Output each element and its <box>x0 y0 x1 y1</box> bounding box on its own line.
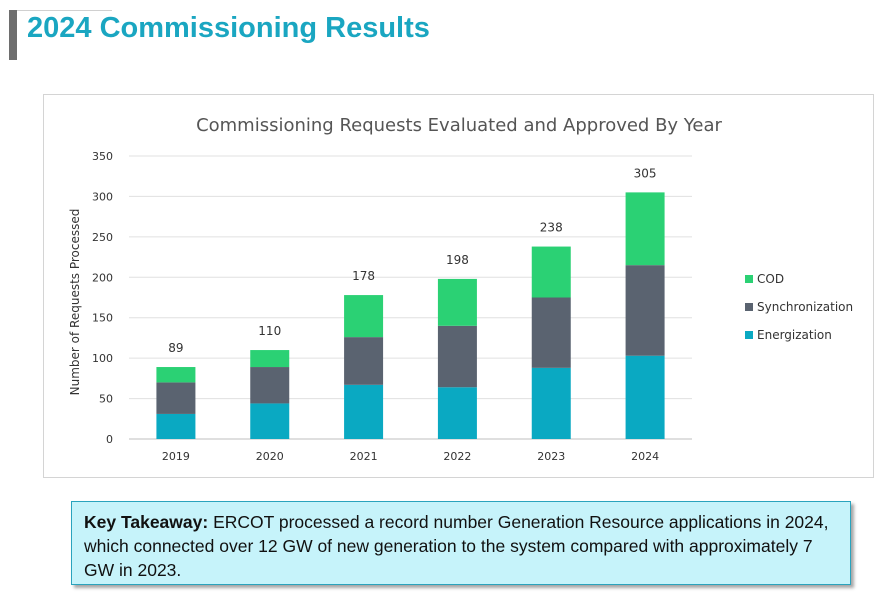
x-tick-label-2019: 2019 <box>162 450 190 463</box>
title-rule <box>17 10 112 11</box>
legend-label-synchronization: Synchronization <box>757 300 853 314</box>
bar-2021-cod <box>344 295 384 338</box>
y-tick-label-250: 250 <box>92 231 113 244</box>
x-tick-label-2023: 2023 <box>537 450 565 463</box>
total-label-2021: 178 <box>352 269 375 283</box>
key-takeaway-box: Key Takeaway: ERCOT processed a record n… <box>71 501 851 585</box>
y-tick-label-200: 200 <box>92 271 113 284</box>
gridlines <box>129 155 692 440</box>
x-tick-labels: 2019 2020 2021 2022 2023 2024 <box>162 450 659 463</box>
y-tick-label-350: 350 <box>92 150 113 163</box>
bar-2021-energization <box>344 384 384 439</box>
bar-2022-energization <box>437 387 477 439</box>
stacked-bar-chart: Commissioning Requests Evaluated and App… <box>68 115 853 463</box>
legend-swatch-cod <box>745 275 753 283</box>
bar-2019-synchronization <box>156 382 196 414</box>
chart-title: Commissioning Requests Evaluated and App… <box>196 115 722 136</box>
legend-swatch-energization <box>745 331 753 339</box>
total-label-2022: 198 <box>446 253 469 267</box>
x-tick-label-2022: 2022 <box>443 450 471 463</box>
bar-2019-cod <box>156 367 196 383</box>
bar-2021-synchronization <box>344 337 384 385</box>
legend: COD Synchronization Energization <box>745 272 853 342</box>
total-labels: 89 110 178 198 238 305 <box>168 166 656 355</box>
total-label-2020: 110 <box>258 324 281 338</box>
x-tick-label-2021: 2021 <box>350 450 378 463</box>
legend-swatch-synchronization <box>745 303 753 311</box>
total-label-2024: 305 <box>634 166 657 180</box>
x-tick-label-2020: 2020 <box>256 450 284 463</box>
y-tick-label-0: 0 <box>106 433 113 446</box>
bar-2023-cod <box>531 246 571 298</box>
bar-2024-energization <box>625 355 665 439</box>
y-tick-label-50: 50 <box>99 393 113 406</box>
page-title: 2024 Commissioning Results <box>27 12 430 44</box>
y-axis-label: Number of Requests Processed <box>68 209 82 396</box>
bars <box>156 192 665 439</box>
title-accent-bar <box>9 10 17 60</box>
y-tick-labels: 0 50 100 150 200 250 300 350 <box>92 150 113 446</box>
y-tick-label-100: 100 <box>92 352 113 365</box>
key-takeaway-lead: Key Takeaway: <box>84 512 209 532</box>
key-takeaway-text: ERCOT processed a record number Generati… <box>84 512 829 580</box>
legend-label-energization: Energization <box>757 328 832 342</box>
bar-2020-energization <box>250 403 290 439</box>
bar-2024-synchronization <box>625 265 665 356</box>
chart-frame: Commissioning Requests Evaluated and App… <box>43 94 874 478</box>
y-tick-label-300: 300 <box>92 190 113 203</box>
bar-2023-synchronization <box>531 297 571 368</box>
total-label-2023: 238 <box>540 221 563 235</box>
bar-2020-synchronization <box>250 367 290 404</box>
legend-label-cod: COD <box>757 272 784 286</box>
x-tick-label-2024: 2024 <box>631 450 659 463</box>
total-label-2019: 89 <box>168 341 183 355</box>
y-tick-label-150: 150 <box>92 312 113 325</box>
bar-2022-synchronization <box>437 325 477 388</box>
bar-2022-cod <box>437 278 477 326</box>
bar-2024-cod <box>625 192 665 266</box>
bar-2023-energization <box>531 367 571 439</box>
bar-2019-energization <box>156 413 196 439</box>
bar-2020-cod <box>250 350 290 368</box>
